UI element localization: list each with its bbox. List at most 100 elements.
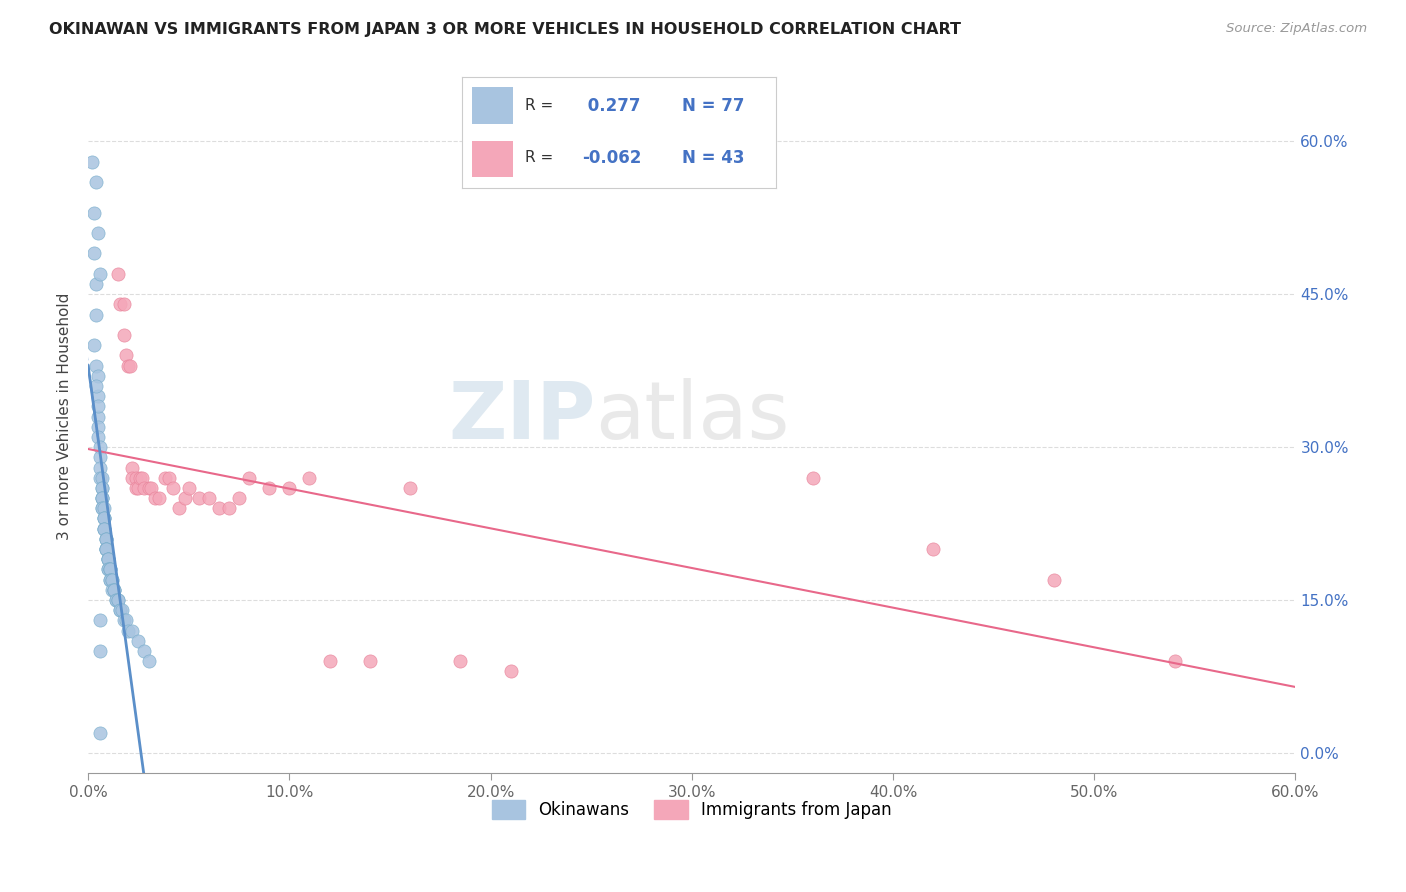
Point xyxy=(96,532,118,546)
Point xyxy=(1043,573,1066,587)
Text: atlas: atlas xyxy=(595,377,790,456)
Point xyxy=(107,593,129,607)
Point xyxy=(449,654,471,668)
Point xyxy=(127,633,149,648)
Point xyxy=(87,400,110,414)
Text: ZIP: ZIP xyxy=(449,377,595,456)
Point xyxy=(96,542,118,557)
Point xyxy=(96,542,118,557)
Point xyxy=(97,552,120,566)
Point xyxy=(98,573,121,587)
Point xyxy=(117,624,139,638)
Point xyxy=(148,491,170,505)
Point xyxy=(121,460,143,475)
Point xyxy=(101,582,124,597)
Point xyxy=(922,542,945,557)
Point xyxy=(134,481,156,495)
Point xyxy=(84,175,107,189)
Point xyxy=(111,603,134,617)
Point xyxy=(112,297,135,311)
Point xyxy=(97,562,120,576)
Point xyxy=(110,603,132,617)
Point xyxy=(91,501,114,516)
Point xyxy=(97,552,120,566)
Point xyxy=(96,542,118,557)
Point xyxy=(87,368,110,383)
Point xyxy=(97,552,120,566)
Point xyxy=(112,327,135,342)
Point xyxy=(91,491,114,505)
Point xyxy=(101,573,124,587)
Point xyxy=(127,481,149,495)
Point xyxy=(98,562,121,576)
Point xyxy=(83,205,105,219)
Point xyxy=(157,471,180,485)
Point xyxy=(87,409,110,424)
Point xyxy=(91,481,114,495)
Point xyxy=(93,511,115,525)
Point xyxy=(89,460,111,475)
Point xyxy=(218,501,240,516)
Point xyxy=(93,511,115,525)
Point xyxy=(89,725,111,739)
Point xyxy=(93,501,115,516)
Point xyxy=(121,471,143,485)
Point xyxy=(93,522,115,536)
Point xyxy=(107,267,129,281)
Point xyxy=(138,654,160,668)
Point xyxy=(105,593,128,607)
Point xyxy=(93,522,115,536)
Point xyxy=(84,277,107,291)
Point xyxy=(96,532,118,546)
Point xyxy=(187,491,209,505)
Point xyxy=(97,552,120,566)
Point xyxy=(93,522,115,536)
Point xyxy=(84,379,107,393)
Point xyxy=(162,481,184,495)
Point xyxy=(103,582,125,597)
Legend: Okinawans, Immigrants from Japan: Okinawans, Immigrants from Japan xyxy=(485,793,898,826)
Point xyxy=(87,226,110,240)
Point xyxy=(359,654,381,668)
Point xyxy=(129,471,152,485)
Point xyxy=(318,654,340,668)
Point xyxy=(89,440,111,454)
Point xyxy=(105,593,128,607)
Point xyxy=(257,481,280,495)
Point xyxy=(153,471,176,485)
Point xyxy=(177,481,200,495)
Point xyxy=(167,501,190,516)
Point xyxy=(110,297,132,311)
Point xyxy=(298,471,321,485)
Point xyxy=(84,359,107,373)
Point xyxy=(97,562,120,576)
Point xyxy=(278,481,301,495)
Point xyxy=(238,471,260,485)
Point xyxy=(173,491,195,505)
Point xyxy=(138,481,160,495)
Point xyxy=(115,348,138,362)
Point xyxy=(96,542,118,557)
Point xyxy=(87,389,110,403)
Point xyxy=(83,246,105,260)
Point xyxy=(98,562,121,576)
Point xyxy=(89,644,111,658)
Point xyxy=(87,419,110,434)
Point xyxy=(83,338,105,352)
Point xyxy=(125,471,148,485)
Point xyxy=(91,471,114,485)
Text: OKINAWAN VS IMMIGRANTS FROM JAPAN 3 OR MORE VEHICLES IN HOUSEHOLD CORRELATION CH: OKINAWAN VS IMMIGRANTS FROM JAPAN 3 OR M… xyxy=(49,22,962,37)
Point xyxy=(110,603,132,617)
Point xyxy=(121,624,143,638)
Point xyxy=(91,501,114,516)
Point xyxy=(91,481,114,495)
Point xyxy=(499,665,522,679)
Point xyxy=(131,471,153,485)
Point xyxy=(91,491,114,505)
Point xyxy=(82,154,104,169)
Point xyxy=(98,573,121,587)
Point xyxy=(198,491,221,505)
Point xyxy=(84,308,107,322)
Point xyxy=(117,359,139,373)
Point xyxy=(125,481,148,495)
